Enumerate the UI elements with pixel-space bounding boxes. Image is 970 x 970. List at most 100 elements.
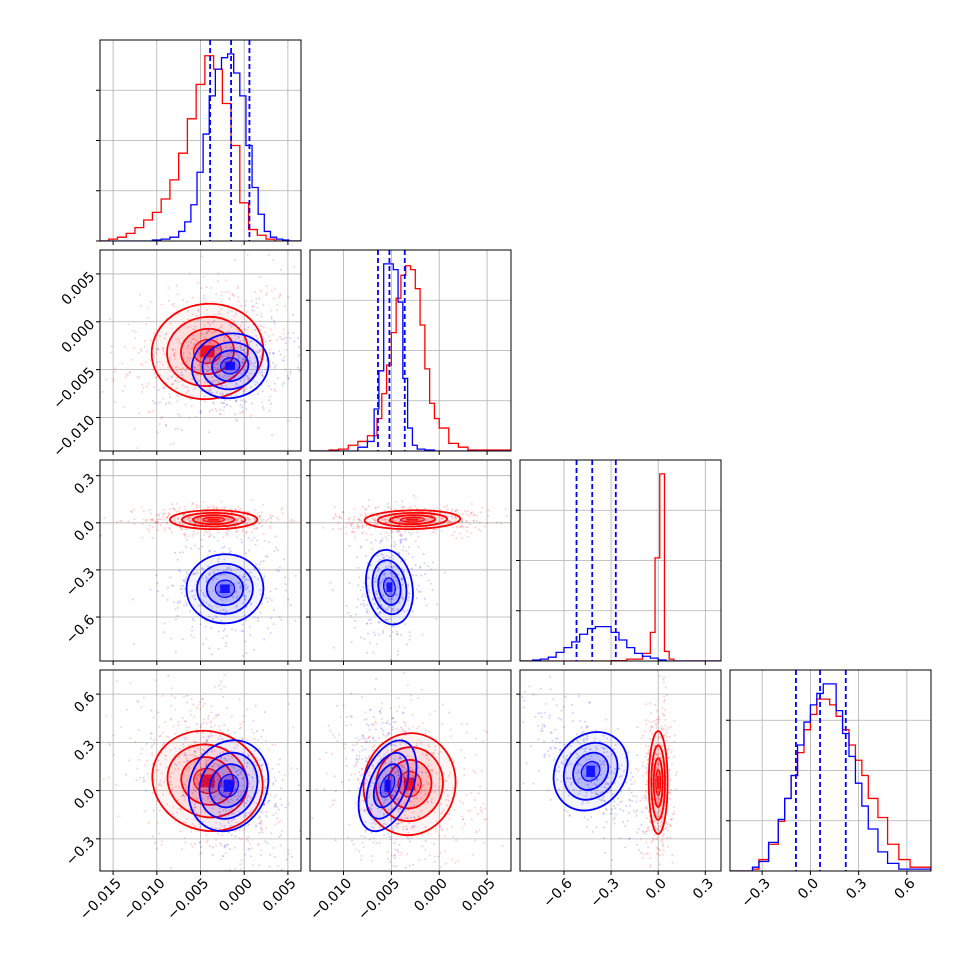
sample-point (203, 702, 206, 705)
sample-point (233, 315, 236, 318)
sample-point (475, 830, 478, 833)
sample-point (165, 423, 168, 426)
sample-point (230, 325, 233, 328)
sample-point (460, 520, 463, 523)
sample-point (644, 783, 647, 786)
sample-point (350, 525, 353, 528)
sample-point (200, 766, 203, 769)
sample-point (174, 650, 177, 653)
sample-point (359, 589, 362, 592)
sample-point (447, 521, 450, 524)
sample-point (228, 801, 231, 804)
sample-point (209, 800, 212, 803)
sample-point (251, 309, 254, 312)
sample-point (136, 699, 139, 702)
sample-point (193, 328, 196, 331)
sample-point (188, 519, 191, 522)
sample-point (214, 615, 217, 618)
sample-point (412, 811, 415, 814)
sample-point (133, 346, 136, 349)
sample-point (245, 583, 248, 586)
sample-point (237, 810, 240, 813)
sample-point (438, 824, 441, 827)
sample-point (373, 631, 376, 634)
sample-point (379, 541, 382, 544)
sample-point (358, 754, 361, 757)
sample-point (219, 620, 222, 623)
sample-point (425, 771, 428, 774)
sample-point (197, 774, 200, 777)
sample-point (165, 735, 168, 738)
sample-point (194, 740, 197, 743)
sample-point (150, 352, 153, 355)
sample-point (368, 724, 371, 727)
sample-point (252, 323, 255, 326)
sample-point (170, 694, 173, 697)
sample-point (227, 733, 230, 736)
sample-point (283, 774, 286, 777)
sample-point (235, 364, 238, 367)
sample-point (397, 770, 400, 773)
sample-point (240, 726, 243, 729)
sample-point (229, 405, 232, 408)
sample-point (182, 367, 185, 370)
sample-point (224, 757, 227, 760)
sample-point (402, 828, 405, 831)
sample-point (232, 777, 235, 780)
sample-point (185, 363, 188, 366)
sample-point (411, 827, 414, 830)
sample-point (416, 588, 419, 591)
sample-point (382, 743, 385, 746)
sample-point (245, 351, 248, 354)
sample-point (640, 736, 643, 739)
sample-point (156, 347, 159, 350)
sample-point (314, 800, 316, 802)
sample-point (424, 524, 427, 527)
sample-point (416, 797, 419, 800)
sample-point (268, 351, 271, 354)
sample-point (280, 618, 283, 621)
sample-point (174, 348, 177, 351)
sample-point (361, 883, 363, 885)
sample-point (433, 842, 436, 845)
sample-point (219, 758, 222, 761)
sample-point (255, 350, 258, 353)
sample-point (401, 728, 404, 731)
sample-point (168, 527, 171, 530)
sample-point (177, 341, 180, 344)
sample-point (232, 320, 235, 323)
sample-point (232, 825, 235, 828)
sample-point (119, 519, 122, 522)
sample-point (155, 348, 158, 351)
sample-point (222, 792, 225, 795)
sample-point (382, 577, 385, 580)
sample-point (140, 349, 143, 352)
sample-point (378, 710, 381, 713)
sample-point (430, 770, 433, 773)
sample-point (365, 717, 368, 720)
sample-point (405, 825, 408, 828)
sample-point (292, 332, 295, 335)
sample-point (167, 512, 170, 515)
sample-point (211, 321, 214, 324)
sample-point (247, 585, 250, 588)
sample-point (192, 806, 195, 809)
sample-point (114, 367, 117, 370)
sample-point (268, 399, 271, 402)
sample-point (419, 565, 422, 568)
sample-point (147, 411, 150, 414)
sample-point (238, 574, 241, 577)
sample-point (459, 532, 462, 535)
sample-point (656, 709, 659, 712)
sample-point (183, 532, 186, 535)
sample-point (213, 780, 216, 783)
sample-point (133, 427, 136, 430)
sample-point (403, 817, 406, 820)
panel-1-1 (306, 249, 512, 455)
sample-point (209, 845, 212, 848)
sample-point (640, 837, 643, 840)
sample-point (142, 780, 145, 783)
sample-point (217, 569, 220, 572)
sample-point (153, 771, 156, 774)
sample-point (223, 757, 226, 760)
